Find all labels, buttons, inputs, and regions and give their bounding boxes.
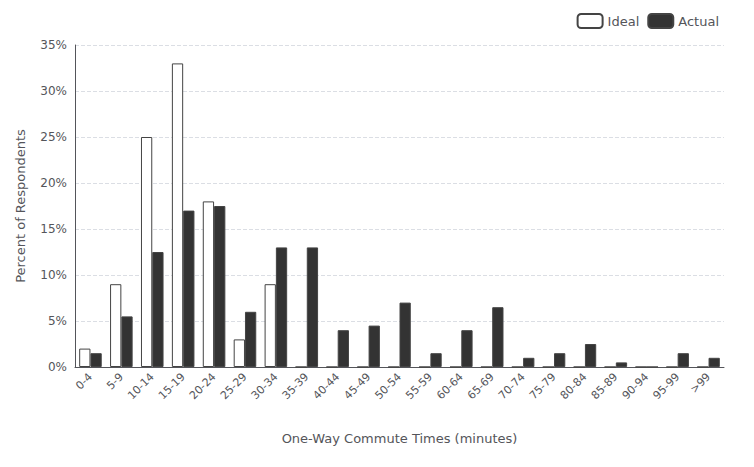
- svg-text:15-19: 15-19: [156, 370, 188, 402]
- svg-text:45-49: 45-49: [341, 370, 373, 402]
- svg-text:90-94: 90-94: [620, 370, 652, 402]
- svg-text:0%: 0%: [48, 360, 67, 374]
- svg-text:35%: 35%: [40, 38, 67, 52]
- svg-text:30-34: 30-34: [249, 370, 281, 402]
- svg-text:40-44: 40-44: [311, 370, 343, 402]
- svg-text:10-14: 10-14: [125, 370, 157, 402]
- svg-text:One-Way Commute Times (minutes: One-Way Commute Times (minutes): [282, 431, 518, 446]
- svg-text:80-84: 80-84: [558, 370, 590, 402]
- svg-text:65-69: 65-69: [465, 370, 497, 402]
- svg-text:20%: 20%: [40, 176, 67, 190]
- svg-text:>99: >99: [688, 370, 714, 396]
- svg-text:95-99: 95-99: [650, 370, 682, 402]
- svg-text:15%: 15%: [40, 222, 67, 236]
- svg-text:Percent of Respondents: Percent of Respondents: [13, 129, 28, 283]
- svg-text:25-29: 25-29: [218, 370, 250, 402]
- svg-text:85-89: 85-89: [589, 370, 621, 402]
- svg-text:35-39: 35-39: [280, 370, 312, 402]
- svg-text:Ideal: Ideal: [608, 14, 640, 29]
- svg-text:0-4: 0-4: [73, 370, 95, 392]
- svg-text:50-54: 50-54: [372, 370, 404, 402]
- svg-text:30%: 30%: [40, 84, 67, 98]
- svg-text:60-64: 60-64: [434, 370, 466, 402]
- svg-text:Actual: Actual: [678, 14, 719, 29]
- svg-text:70-74: 70-74: [496, 370, 528, 402]
- svg-text:5%: 5%: [48, 314, 67, 328]
- svg-text:75-79: 75-79: [527, 370, 559, 402]
- svg-text:20-24: 20-24: [187, 370, 219, 402]
- svg-text:5-9: 5-9: [104, 370, 126, 392]
- svg-text:55-59: 55-59: [403, 370, 435, 402]
- svg-text:25%: 25%: [40, 130, 67, 144]
- svg-text:10%: 10%: [40, 268, 67, 282]
